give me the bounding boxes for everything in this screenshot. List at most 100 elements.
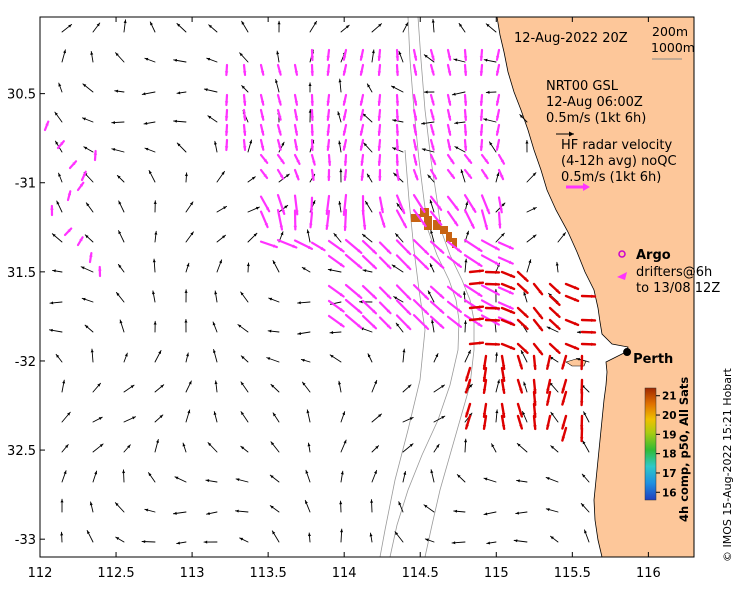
geostrophic-arrow-head — [249, 140, 253, 144]
hf-arrow-head — [422, 222, 426, 227]
drifter-arrow-head — [495, 306, 499, 311]
hf-arrow-head — [496, 115, 500, 120]
hf-arrow-head — [424, 295, 429, 299]
hf-arrow-head — [437, 220, 442, 225]
hf-arrow-head — [395, 161, 400, 165]
geostrophic-arrow-head — [431, 319, 435, 324]
geostrophic-arrow-head — [338, 381, 342, 385]
geostrophic-arrow-head — [583, 411, 587, 416]
geostrophic-arrow-head — [114, 89, 119, 93]
geostrophic-arrow-head — [144, 57, 149, 61]
hf-arrow-head — [479, 116, 484, 120]
geostrophic-arrow-head — [483, 512, 488, 516]
geostrophic-arrow-head — [301, 358, 305, 362]
geostrophic-arrow-head — [273, 412, 277, 417]
hf-arrow-head — [67, 191, 72, 196]
geostrophic-arrow-head — [464, 259, 468, 263]
geostrophic-arrow-head — [63, 49, 67, 54]
geostrophic-arrow-head — [305, 500, 308, 504]
geostrophic-arrow-head — [367, 174, 371, 178]
hf-arrow-head — [343, 161, 348, 165]
drifter-arrow-head — [510, 321, 515, 326]
geostrophic-arrow-head — [153, 321, 157, 325]
geostrophic-arrow-head — [496, 379, 500, 384]
geostrophic-arrow-head — [454, 146, 459, 150]
drifter-arrow-head — [574, 297, 579, 302]
geostrophic-arrow-head — [495, 409, 499, 414]
drifter-arrow-head — [482, 365, 487, 369]
geostrophic-arrow-head — [428, 290, 431, 295]
hf-arrow-head — [377, 71, 382, 75]
geostrophic-arrow-head — [214, 380, 218, 385]
geostrophic-arrow-head — [362, 113, 367, 117]
geostrophic-arrow-head — [158, 350, 162, 355]
hf-arrow-head — [359, 130, 364, 135]
hf-arrow-head — [82, 171, 86, 176]
geostrophic-arrow-head — [393, 296, 398, 300]
drifter-symbol — [617, 272, 627, 280]
drifter-arrow-head — [591, 294, 595, 299]
geostrophic-arrow-head — [115, 52, 119, 57]
geostrophic-arrow-head — [83, 146, 88, 150]
legend: NRT00 GSL 12-Aug 06:00Z 0.5m/s (1kt 6h) … — [546, 79, 720, 296]
geostrophic-arrow-head — [305, 470, 309, 474]
geostrophic-vector-layer — [48, 18, 590, 545]
geostrophic-arrow-head — [186, 263, 190, 267]
geostrophic-arrow-head — [395, 233, 399, 237]
geostrophic-arrow-head — [142, 540, 146, 544]
hf-arrow-head — [395, 71, 400, 75]
geostrophic-arrow-head — [235, 509, 239, 513]
hf-arrow-head — [60, 141, 64, 146]
hf-arrow-head — [278, 115, 282, 120]
geostrophic-arrow-head — [523, 292, 527, 296]
geostrophic-arrow-head — [407, 384, 412, 389]
hf-arrow-head — [360, 176, 364, 180]
hf-arrow-head — [326, 101, 330, 105]
geostrophic-arrow-head — [214, 290, 218, 295]
hf-arrow-head — [439, 324, 444, 328]
drifter-arrow-head — [510, 285, 515, 290]
hf-arrow-head — [463, 71, 468, 75]
hf-arrow-head — [479, 131, 484, 135]
geostrophic-arrow-head — [576, 357, 581, 361]
hf-arrow-head — [432, 160, 436, 165]
geostrophic-arrow-head — [58, 173, 62, 177]
geostrophic-arrow-head — [54, 112, 58, 116]
geostrophic-arrow-head — [276, 51, 280, 55]
hf-arrow-head — [372, 264, 376, 269]
hf-arrow-head — [307, 245, 312, 249]
geostrophic-arrow-head — [362, 269, 367, 273]
hf-arrow-head — [224, 71, 229, 75]
hf-arrow-head — [362, 225, 367, 229]
hf-arrow-head — [508, 290, 513, 294]
geostrophic-arrow-head — [338, 79, 342, 83]
drifter-arrow-head — [519, 388, 523, 393]
geostrophic-arrow-head — [270, 475, 274, 479]
geostrophic-arrow-head — [62, 380, 66, 384]
geostrophic-arrow-head — [359, 300, 363, 304]
perth-marker — [623, 348, 632, 357]
hf-arrow-head — [339, 307, 344, 312]
geostrophic-arrow-head — [430, 469, 434, 474]
geostrophic-arrow-head — [159, 414, 163, 419]
geostrophic-arrow-head — [392, 119, 396, 123]
hf-arrow-head — [339, 292, 344, 297]
hf-arrow-head — [413, 100, 418, 105]
hf-arrow-head — [386, 249, 391, 254]
sst-patch — [440, 226, 448, 234]
geostrophic-arrow-head — [118, 200, 122, 205]
geostrophic-arrow-head — [253, 233, 257, 237]
geostrophic-arrow-head — [367, 83, 371, 88]
drifter-arrow-head — [495, 342, 499, 347]
geostrophic-arrow-head — [452, 541, 456, 545]
hf-arrow-head — [454, 205, 459, 210]
geostrophic-arrow-head — [463, 320, 467, 324]
geostrophic-arrow-head — [328, 268, 332, 272]
geostrophic-arrow-head — [333, 233, 338, 237]
hf-arrow-head — [310, 131, 315, 135]
hf-arrow-head — [406, 265, 411, 270]
hf-arrow-head — [93, 151, 98, 155]
hf-arrow-head — [457, 323, 461, 327]
hf-arrow-head — [395, 101, 400, 105]
